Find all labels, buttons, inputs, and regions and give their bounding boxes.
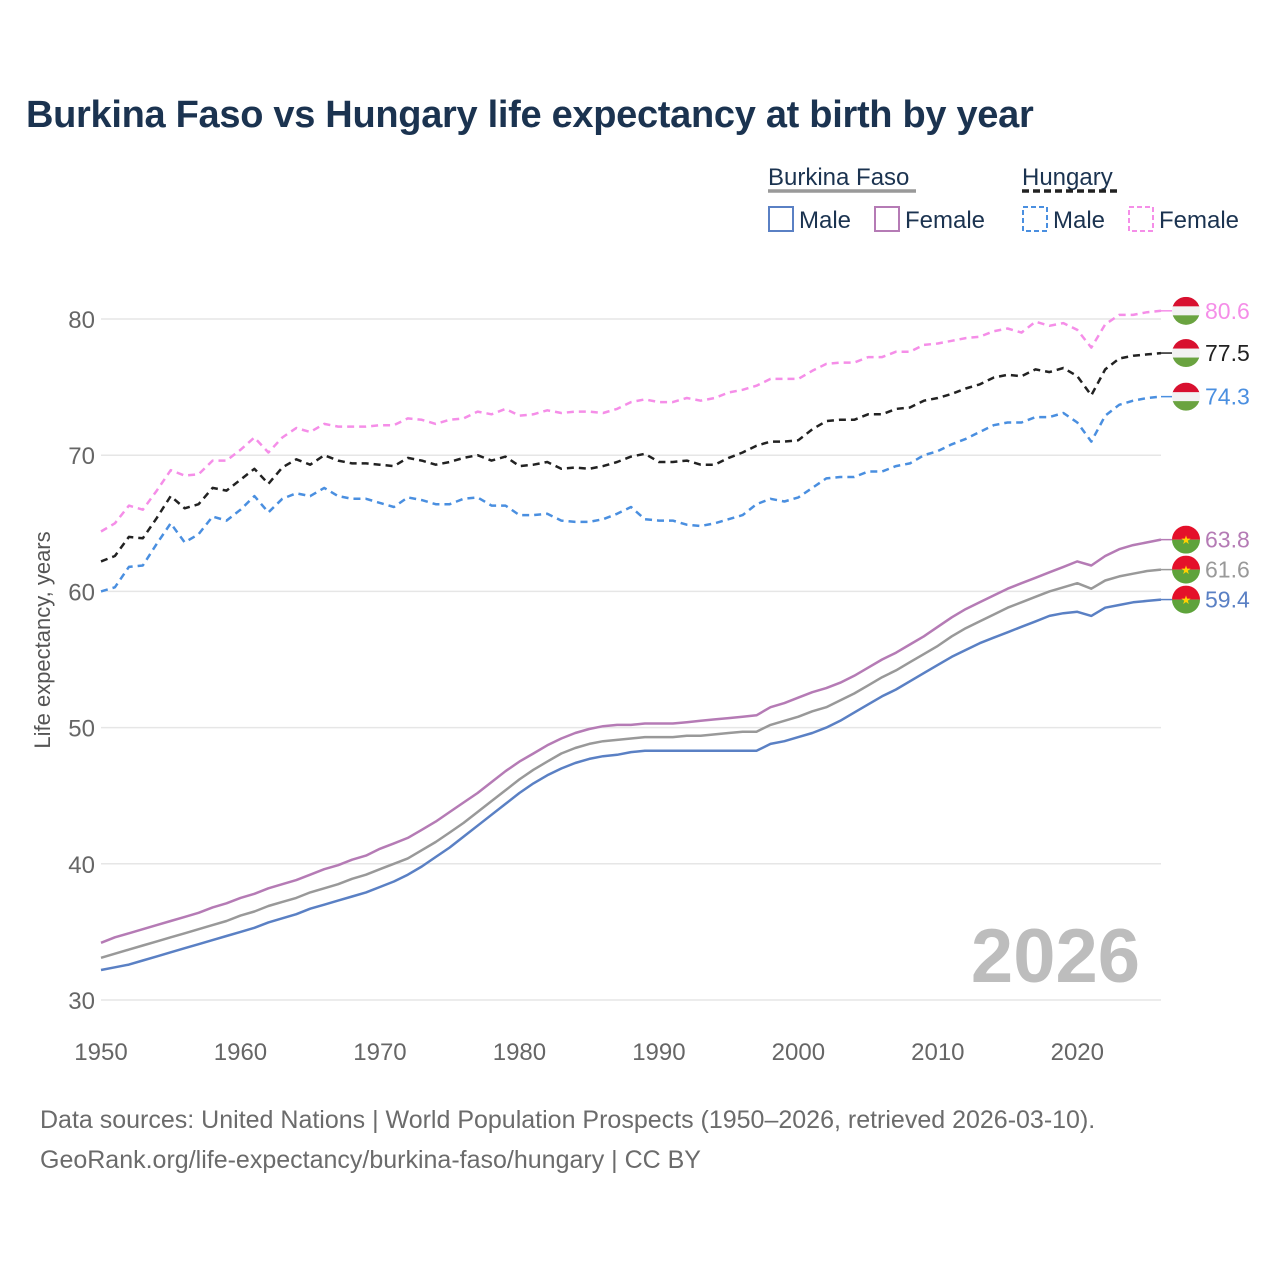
series-line-hungary-total (100, 351, 1162, 563)
burkina-faso-flag-icon: ★ (1172, 585, 1200, 614)
x-tick-label-2020: 2020 (1051, 1039, 1104, 1066)
y-tick-label-80: 80 (68, 307, 95, 334)
svg-text:★: ★ (1181, 533, 1192, 547)
legend-swatch-burkina-faso-male (768, 206, 794, 232)
gridlines (101, 318, 1161, 1001)
legend-swatch-burkina-faso-female (874, 206, 900, 232)
year-watermark: 2026 (971, 914, 1140, 999)
legend-group-hungary: Hungary (1022, 164, 1113, 191)
x-tick-label-2000: 2000 (772, 1039, 825, 1066)
x-tick-label-1990: 1990 (632, 1039, 685, 1066)
source-note: Data sources: United Nations | World Pop… (40, 1106, 1096, 1134)
legend-label-burkina-faso-female: Female (905, 207, 985, 234)
series-lines (100, 309, 1162, 972)
legend-label-hungary-female: Female (1159, 207, 1239, 234)
series-line-burkina-faso-female (100, 538, 1162, 944)
series-line-hungary-male (100, 395, 1162, 593)
series-line-burkina-faso-total (100, 568, 1162, 959)
line-chart: 30 40 50 60 70 80 1950 1960 1970 1980 1990 2000 2010… (30, 164, 1250, 1066)
end-value-label: 77.5 (1205, 340, 1250, 366)
x-tick-label-1970: 1970 (353, 1039, 406, 1066)
y-tick-label-60: 60 (68, 579, 95, 606)
y-tick-label-50: 50 (68, 716, 95, 743)
hungary-flag-icon (1172, 382, 1200, 411)
legend: Burkina Faso Male Female Hungary Male Female (768, 164, 1239, 234)
x-tick-label-1950: 1950 (74, 1039, 127, 1066)
series-line-hungary-female (100, 309, 1162, 533)
burkina-faso-flag-icon: ★ (1172, 555, 1200, 584)
site-credit[interactable]: GeoRank.org/life-expectancy/burkina-faso… (40, 1146, 701, 1174)
end-labels: 80.6 77.5 74.3 ★ 63.8 ★ 61.6 ★ 59.4 (1161, 296, 1250, 614)
y-tick-label-70: 70 (68, 443, 95, 470)
svg-text:★: ★ (1181, 593, 1192, 607)
y-axis-label: Life expectancy, years (30, 531, 55, 748)
legend-group-burkina-faso: Burkina Faso (768, 164, 909, 191)
end-value-label: 59.4 (1205, 587, 1250, 613)
hungary-flag-icon (1172, 339, 1200, 368)
y-tick-label-40: 40 (68, 852, 95, 879)
end-value-label: 80.6 (1205, 298, 1250, 324)
legend-swatch-hungary-female (1128, 206, 1154, 232)
svg-text:★: ★ (1181, 563, 1192, 577)
burkina-faso-flag-icon: ★ (1172, 525, 1200, 554)
end-value-label: 63.8 (1205, 527, 1250, 553)
y-tick-label-30: 30 (68, 988, 95, 1015)
x-tick-label-1980: 1980 (493, 1039, 546, 1066)
x-tick-label-1960: 1960 (214, 1039, 267, 1066)
x-tick-label-2010: 2010 (911, 1039, 964, 1066)
end-value-label: 61.6 (1205, 557, 1250, 583)
chart-title: Burkina Faso vs Hungary life expectancy … (26, 94, 1034, 136)
legend-swatch-hungary-male (1022, 206, 1048, 232)
axis-ticks: 30 40 50 60 70 80 1950 1960 1970 1980 1990 2000 2010… (68, 307, 1104, 1066)
hungary-flag-icon (1172, 296, 1200, 325)
legend-label-burkina-faso-male: Male (799, 207, 851, 234)
end-value-label: 74.3 (1205, 384, 1250, 410)
legend-label-hungary-male: Male (1053, 207, 1105, 234)
series-line-burkina-faso-male (100, 598, 1162, 972)
